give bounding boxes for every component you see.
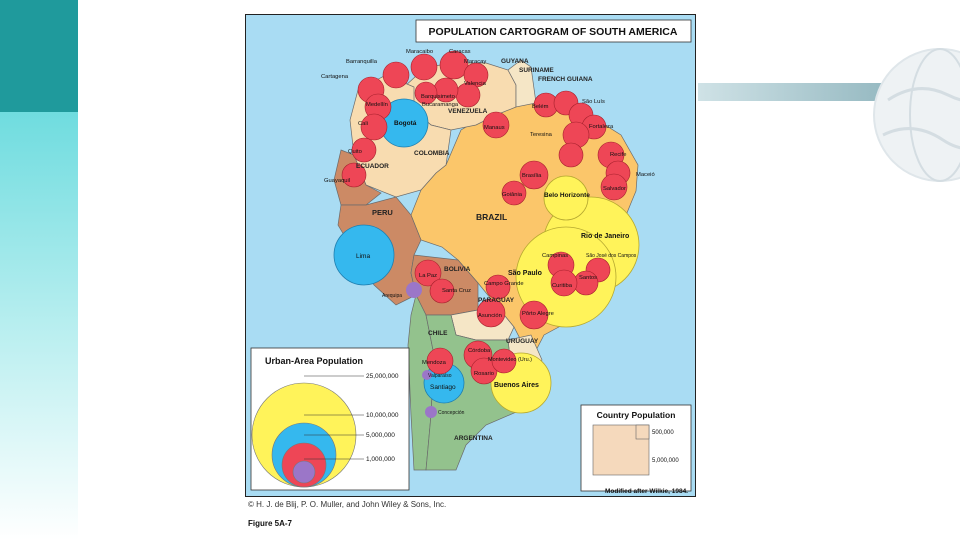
label-la-paz: La Paz bbox=[419, 273, 437, 279]
city-marker-arequipa bbox=[406, 282, 422, 298]
urban-legend-level: 5,000,000 bbox=[366, 432, 395, 439]
label-barquisimeto: Barquisimeto bbox=[421, 94, 455, 100]
map-title-box bbox=[415, 19, 692, 43]
label-barranquilla: Barranquilla bbox=[346, 59, 378, 65]
label-sao-paulo: São Paulo bbox=[508, 270, 542, 277]
label-santiago: Santiago bbox=[430, 384, 456, 391]
country-legend-level: 5,000,000 bbox=[652, 458, 679, 464]
label-valencia: Valencia bbox=[464, 81, 487, 87]
label-sao-luis: São Luís bbox=[582, 99, 605, 105]
label-guayaquil: Guayaquil bbox=[324, 178, 350, 184]
label-guyana: GUYANA bbox=[501, 58, 529, 65]
label-medellin: Medellín bbox=[366, 102, 388, 108]
label-peru: PERU bbox=[372, 208, 393, 217]
label-maceio: Maceió bbox=[636, 172, 655, 178]
label-asuncion: Asunción bbox=[478, 313, 502, 319]
label-goiania: Goiânia bbox=[502, 192, 523, 198]
urban-legend-title: Urban-Area Population bbox=[265, 356, 363, 366]
label-venezuela: VENEZUELA bbox=[448, 108, 488, 115]
label-santa-cruz: Santa Cruz bbox=[442, 288, 471, 294]
urban-legend-level: 25,000,000 bbox=[366, 373, 399, 380]
red-city-cluster bbox=[341, 50, 631, 385]
label-santos: Santos bbox=[579, 275, 597, 281]
label-montevideo: Montevideo (Uru.) bbox=[488, 357, 532, 363]
label-cartagena: Cartagena bbox=[321, 74, 349, 80]
label-cordoba: Córdoba bbox=[468, 348, 491, 354]
country-population-legend: Country Population 500,000 5,000,000 bbox=[580, 404, 692, 492]
label-ecuador: ECUADOR bbox=[356, 163, 389, 170]
label-rosario: Rosario bbox=[474, 371, 494, 377]
label-cali: Cali bbox=[358, 121, 368, 127]
urban-legend-level: 1,000,000 bbox=[366, 456, 395, 463]
city-marker-belo-horizonte bbox=[543, 175, 589, 221]
label-colombia: COLOMBIA bbox=[414, 150, 450, 157]
label-sao-jose-dos-campos: São José dos Campos bbox=[586, 253, 637, 259]
cartogram-map: POPULATION CARTOGRAM OF SOUTH AMERICA GU… bbox=[245, 14, 696, 497]
label-maracay: Maracay bbox=[464, 59, 486, 65]
label-french-guiana: FRENCH GUIANA bbox=[538, 76, 593, 83]
label-teresina: Teresina bbox=[530, 132, 553, 138]
label-belem: Belém bbox=[532, 104, 549, 110]
label-bogota: Bogotá bbox=[394, 120, 417, 127]
label-bolivia: BOLIVIA bbox=[444, 266, 471, 273]
label-curitiba: Curitiba bbox=[552, 283, 573, 289]
label-uruguay: URUGUAY bbox=[506, 338, 539, 345]
decorative-teal-block bbox=[0, 0, 78, 112]
label-maracaibo: Maracaibo bbox=[406, 49, 433, 55]
label-manaus: Manaus bbox=[484, 125, 505, 131]
decorative-gradient-bar bbox=[0, 112, 78, 540]
map-title: POPULATION CARTOGRAM OF SOUTH AMERICA bbox=[429, 26, 678, 38]
label-valparaiso: Valparaíso bbox=[428, 373, 452, 379]
label-buenos-aires: Buenos Aires bbox=[494, 382, 539, 389]
label-campo-grande: Campo Grande bbox=[484, 281, 524, 287]
city-marker-lima bbox=[333, 224, 395, 286]
label-quito: Quito bbox=[348, 149, 362, 155]
label-campinas: Campinas bbox=[542, 253, 568, 259]
label-brazil: BRAZIL bbox=[476, 212, 507, 222]
country-legend-level: 500,000 bbox=[652, 430, 674, 436]
urban-legend-level: 10,000,000 bbox=[366, 412, 399, 419]
label-belo-horizonte: Belo Horizonte bbox=[544, 192, 590, 199]
label-salvador: Salvador bbox=[603, 186, 626, 192]
source-note: Modified after Wilkie, 1984. bbox=[605, 488, 688, 495]
country-legend-title: Country Population bbox=[597, 410, 676, 420]
label-bucaramanga: Bucaramanga bbox=[422, 102, 459, 108]
label-brasilia: Brasília bbox=[522, 173, 542, 179]
label-lima: Lima bbox=[356, 253, 370, 260]
label-mendoza: Mendoza bbox=[422, 360, 447, 366]
city-marker-valparaiso bbox=[422, 370, 432, 380]
urban-population-legend: Urban-Area Population 25,000,000 10,000,… bbox=[250, 347, 410, 491]
label-fortaleza: Fortaleza bbox=[589, 124, 614, 130]
label-porto-alegre: Pôrto Alegre bbox=[522, 311, 554, 317]
label-suriname: SURINAME bbox=[519, 67, 554, 74]
label-recife: Recife bbox=[610, 152, 626, 158]
copyright-credit: © H. J. de Blij, P. O. Muller, and John … bbox=[248, 500, 447, 509]
label-paraguay: PARAGUAY bbox=[478, 297, 515, 304]
label-argentina: ARGENTINA bbox=[454, 435, 493, 442]
label-arequipa: Arequipa bbox=[382, 293, 402, 299]
label-rio-de-janeiro: Rio de Janeiro bbox=[581, 233, 629, 240]
label-concepcion: Concepción bbox=[438, 410, 465, 416]
globe-watermark-icon bbox=[873, 48, 960, 182]
label-chile: CHILE bbox=[428, 330, 448, 337]
label-caracas: Caracas bbox=[449, 49, 471, 55]
figure-label: Figure 5A-7 bbox=[248, 519, 293, 528]
city-marker-concepcion bbox=[425, 406, 437, 418]
